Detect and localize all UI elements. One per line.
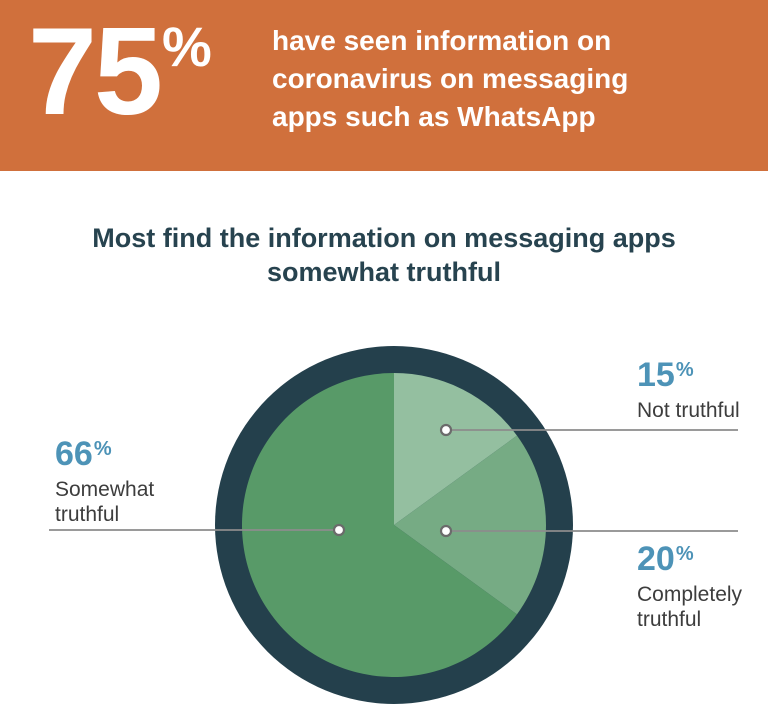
headline-stat-value: 75 (28, 3, 163, 141)
callout-dots (332, 423, 453, 538)
callout-label-not-truthful: 15% Not truthful (637, 358, 768, 423)
pie-segment-completely-truthful (394, 435, 546, 615)
pie-segment-somewhat-truthful (241, 373, 517, 677)
chart-title: Most find the information on messaging a… (92, 223, 676, 287)
headline-stat-percent-sign: % (161, 15, 212, 78)
completely-truthful-value: 20 (637, 540, 675, 578)
completely-truthful-percent-sign: % (675, 543, 694, 565)
callout-label-completely-truthful: 20% Completely truthful (637, 542, 768, 632)
pie-segments (241, 373, 546, 677)
header-banner: 75 % have seen information on coronaviru… (0, 0, 768, 171)
callout-dot-completely-truthful (439, 524, 453, 538)
completely-truthful-label: Completely truthful (637, 583, 743, 632)
headline-stat: 75 % (28, 3, 212, 141)
somewhat-truthful-percent: 66% (55, 437, 185, 471)
somewhat-truthful-value: 66 (55, 435, 93, 473)
callout-dot-not-truthful (439, 423, 453, 437)
not-truthful-value: 15 (637, 356, 675, 394)
callout-lines (49, 429, 738, 532)
somewhat-truthful-percent-sign: % (93, 438, 112, 460)
headline-text: have seen information on coronavirus on … (272, 25, 629, 133)
callout-label-somewhat-truthful: 66% Somewhat truthful (55, 437, 185, 527)
pie-segment-not-truthful (394, 373, 517, 525)
not-truthful-percent: 15% (637, 358, 768, 392)
completely-truthful-percent: 20% (637, 542, 768, 576)
not-truthful-label: Not truthful (637, 399, 740, 422)
callout-dot-somewhat-truthful (332, 523, 346, 537)
not-truthful-percent-sign: % (675, 359, 694, 381)
somewhat-truthful-label: Somewhat truthful (55, 478, 155, 527)
